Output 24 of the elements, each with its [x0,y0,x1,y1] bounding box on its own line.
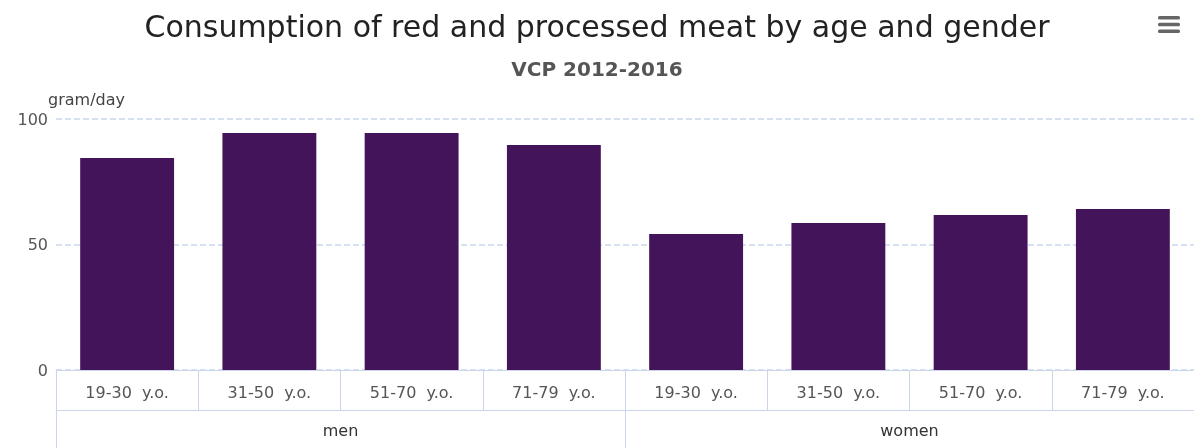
y-tick-label: 0 [37,360,48,380]
bar [364,133,459,370]
x-tick-label: 31-50 y.o. [796,382,881,402]
bar [506,145,601,370]
x-tick-label: 71-79 y.o. [1081,382,1165,402]
x-tick-label: 31-50 y.o. [227,382,312,402]
text: men [322,420,359,440]
text: women [880,420,939,440]
y-tick-label: 100 [17,109,48,129]
x-tick-label: 71-79 y.o. [512,382,596,402]
bar [933,214,1028,370]
bar [222,133,317,370]
x-tick-label: 19-30 y.o. [85,382,169,402]
bar [791,222,886,370]
chart-title: Consumption of red and processed meat by age and gender [144,8,1051,44]
y-tick-label: 50 [27,235,48,254]
bar [1075,209,1170,370]
bar [80,157,175,370]
chart-subtitle: VCP 2012-2016 [511,57,683,81]
bar [649,233,744,370]
x-tick-label: 19-30 y.o. [654,382,738,402]
x-tick-label: 51-70 y.o. [938,382,1023,402]
y-axis-title: gram/day [48,89,125,109]
x-tick-label: 51-70 y.o. [369,382,454,402]
